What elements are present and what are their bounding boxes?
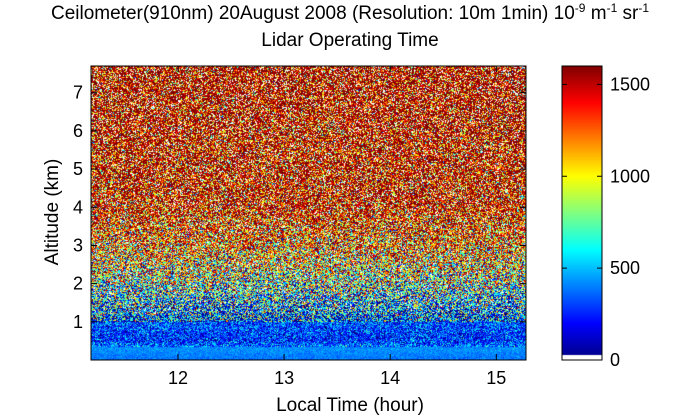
y-axis: 1 2 3 4 5 6 7: [73, 83, 526, 332]
colorbar-tick-label: 1500: [610, 74, 650, 94]
plot-frame: [90, 65, 527, 361]
colorbar-tick-label: 0: [610, 350, 620, 370]
colorbar-axis: 0 500 1000 1500: [562, 74, 650, 370]
colorbar-tick-label: 1000: [610, 166, 650, 186]
x-tick-label: 13: [274, 368, 294, 388]
y-tick-label: 5: [73, 159, 83, 179]
chart-title: Ceilometer(910nm) 20August 2008 (Resolut…: [50, 1, 650, 24]
x-axis: 12 13 14 15: [168, 66, 506, 388]
y-tick-label: 1: [73, 312, 83, 332]
colorbar-tick-label: 500: [610, 258, 640, 278]
y-axis-label: Altitude (km): [42, 158, 63, 266]
x-tick-label: 15: [486, 368, 506, 388]
y-tick-label: 6: [73, 121, 83, 141]
colorbar-frame: [561, 65, 603, 361]
colorbar-gradient: [562, 66, 602, 360]
colorbar: 0 500 1000 1500: [561, 65, 650, 370]
y-tick-label: 2: [73, 274, 83, 294]
x-tick-label: 12: [168, 368, 188, 388]
chart-subtitle: Lidar Operating Time: [261, 30, 439, 51]
y-tick-label: 7: [73, 83, 83, 103]
y-tick-label: 3: [73, 235, 83, 255]
y-tick-label: 4: [73, 197, 83, 217]
x-axis-label: Local Time (hour): [276, 395, 424, 416]
heatmap-image: [91, 66, 526, 360]
x-tick-label: 14: [380, 368, 400, 388]
